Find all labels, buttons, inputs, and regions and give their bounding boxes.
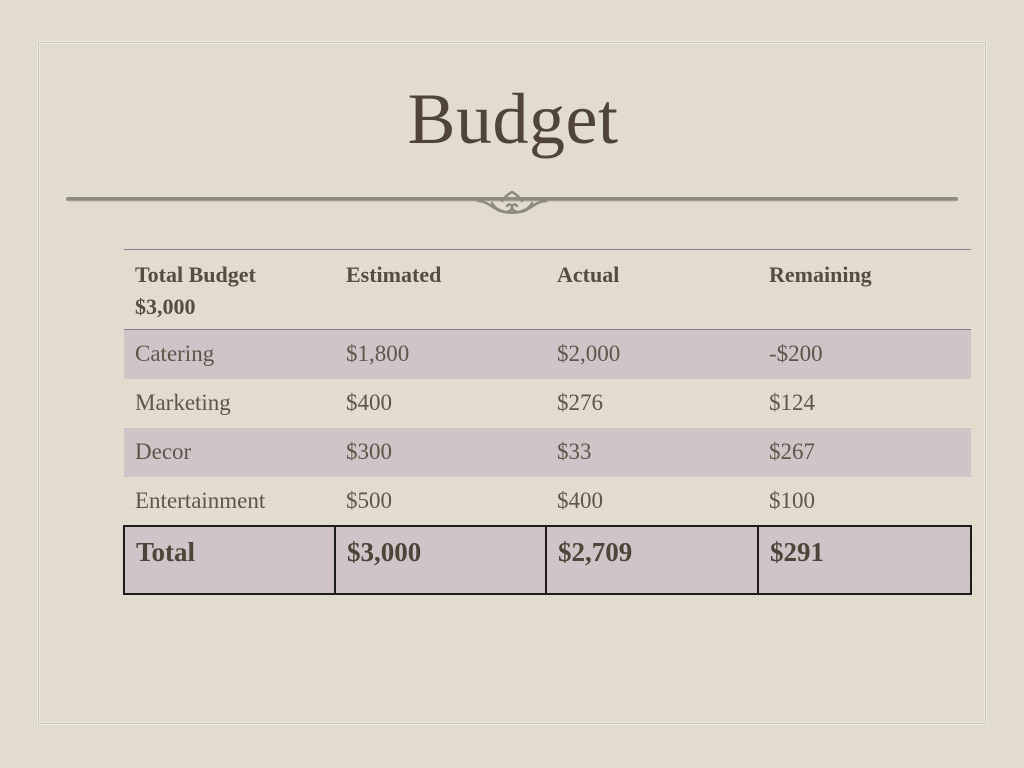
flourish-icon <box>476 190 548 214</box>
header-remaining: Remaining <box>758 250 971 330</box>
header-label: Total Budget <box>135 262 256 287</box>
total-row: Total $3,000 $2,709 $291 <box>123 524 972 595</box>
table-row: Entertainment $500 $400 $100 <box>124 477 971 526</box>
header-total-budget-value: $3,000 <box>135 294 196 319</box>
row-actual: $276 <box>557 390 603 415</box>
slide-title-text: Budget <box>407 79 619 159</box>
table-row: Decor $300 $33 $267 <box>124 427 971 477</box>
slide-frame <box>38 42 986 724</box>
row-actual: $400 <box>557 487 603 513</box>
total-estimated: $3,000 <box>334 524 547 595</box>
total-label: Total <box>123 524 336 595</box>
header-actual: Actual <box>546 250 758 330</box>
ornamental-divider <box>66 190 958 214</box>
row-remaining: $124 <box>769 390 815 415</box>
table-header-row: Total Budget $3,000 Estimated Actual Rem… <box>124 249 971 330</box>
row-actual: $33 <box>546 427 758 477</box>
header-label: Remaining <box>769 262 872 287</box>
header-total-budget: Total Budget $3,000 <box>124 250 335 330</box>
row-estimated: $500 <box>346 487 392 513</box>
row-remaining: -$200 <box>758 329 971 379</box>
header-estimated: Estimated <box>335 250 546 330</box>
header-label: Estimated <box>346 262 442 287</box>
row-remaining: $267 <box>758 427 971 477</box>
total-actual: $2,709 <box>545 524 759 595</box>
row-estimated: $300 <box>335 427 546 477</box>
row-estimated: $400 <box>346 390 392 415</box>
total-remaining: $291 <box>757 524 972 595</box>
table-row: Marketing $400 $276 $124 <box>124 379 971 428</box>
budget-table: Total Budget $3,000 Estimated Actual Rem… <box>123 249 972 595</box>
table-row: Catering $1,800 $2,000 -$200 <box>124 329 971 379</box>
row-remaining: $100 <box>769 487 815 513</box>
row-category: Marketing <box>135 390 231 415</box>
row-estimated: $1,800 <box>335 329 546 379</box>
row-actual: $2,000 <box>546 329 758 379</box>
row-category: Entertainment <box>135 487 266 513</box>
slide-title: Budget <box>0 78 1024 161</box>
header-label: Actual <box>557 262 620 287</box>
row-category: Decor <box>124 427 335 477</box>
row-category: Catering <box>124 329 335 379</box>
